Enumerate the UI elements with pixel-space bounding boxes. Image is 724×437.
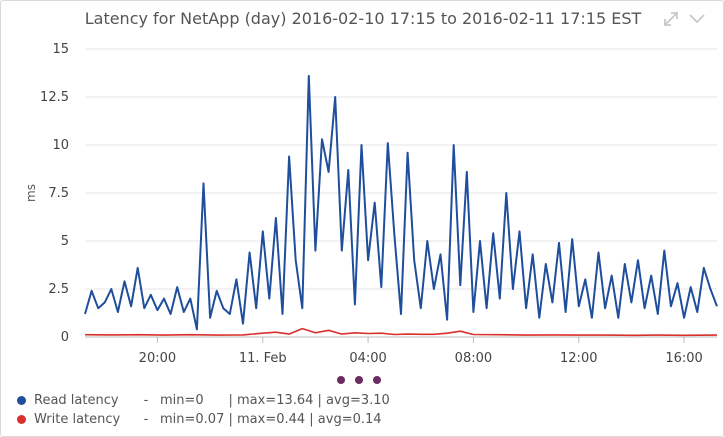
- grid-lines: [85, 48, 717, 338]
- x-tick-label: 04:00: [349, 351, 386, 366]
- x-axis: 20:00 11. Feb 04:00 08:00 12:00 16:00: [139, 337, 703, 366]
- legend-stats: min=0.07 | max=0.44 | avg=0.14: [160, 412, 382, 427]
- x-tick-label: 16:00: [665, 351, 702, 366]
- series-line-read-latency[interactable]: [84, 74, 718, 331]
- x-tick-label: 11. Feb: [239, 351, 287, 366]
- chevron-down-icon[interactable]: [687, 9, 707, 29]
- legend-swatch: [17, 415, 26, 424]
- x-tick-label: 20:00: [139, 351, 176, 366]
- y-axis-label: ms: [24, 184, 38, 202]
- legend: Read latency - min=0 | max=13.64 | avg=3…: [17, 391, 390, 429]
- y-tick-label: 2.5: [48, 282, 69, 297]
- pager-dot[interactable]: [373, 376, 381, 384]
- chart-title: Latency for NetApp (day) 2016-02-10 17:1…: [84, 9, 642, 28]
- legend-separator: -: [143, 393, 149, 408]
- expand-arrows-icon[interactable]: [661, 9, 681, 29]
- y-axis: 0 2.5 5 7.5 10 12.5 15: [40, 42, 69, 345]
- pager-dot[interactable]: [355, 376, 363, 384]
- pager-dot[interactable]: [337, 376, 345, 384]
- y-tick-label: 0: [61, 330, 69, 345]
- legend-series-name: Read latency: [34, 393, 119, 408]
- legend-item-write-latency[interactable]: Write latency - min=0.07 | max=0.44 | av…: [17, 410, 390, 429]
- series-line-write-latency[interactable]: [84, 327, 718, 337]
- legend-pager: [337, 376, 381, 384]
- y-tick-label: 7.5: [48, 186, 69, 201]
- x-tick-label: 12:00: [560, 351, 597, 366]
- y-tick-label: 5: [61, 234, 69, 249]
- y-tick-label: 15: [52, 42, 69, 57]
- legend-stats: min=0 | max=13.64 | avg=3.10: [160, 393, 390, 408]
- y-tick-label: 10: [52, 138, 69, 153]
- y-tick-label: 12.5: [40, 90, 69, 105]
- legend-item-read-latency[interactable]: Read latency - min=0 | max=13.64 | avg=3…: [17, 391, 390, 410]
- x-tick-label: 08:00: [455, 351, 492, 366]
- series-layer: [84, 74, 718, 337]
- legend-separator: -: [143, 412, 149, 427]
- legend-series-name: Write latency: [34, 412, 121, 427]
- legend-swatch: [17, 396, 26, 405]
